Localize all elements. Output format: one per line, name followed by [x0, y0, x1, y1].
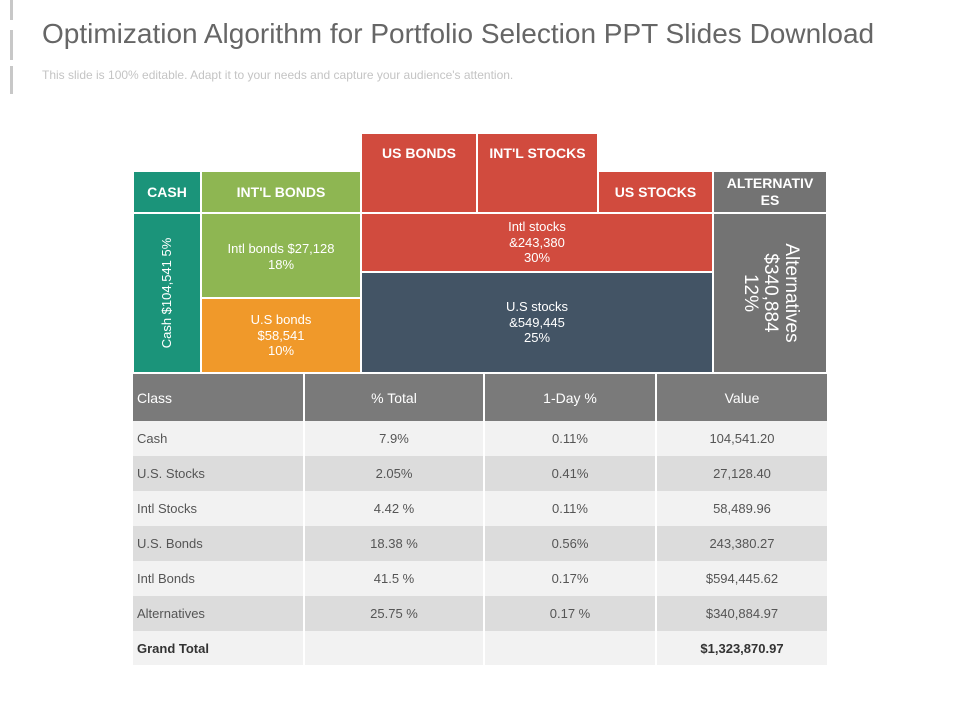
cell-value: 27,128.40: [656, 456, 827, 491]
header-alternatives-label: ALTERNATIV: [726, 175, 814, 192]
cell-percent-total: 2.05%: [304, 456, 485, 491]
cell-percent-total: 4.42 %: [304, 491, 485, 526]
cell-one-day-percent: 0.17 %: [484, 596, 657, 631]
slide-subtitle: This slide is 100% editable. Adapt it to…: [42, 68, 514, 82]
block-us-bonds-percent: 10%: [267, 343, 295, 359]
block-intl-stocks-label: Intl stocks: [508, 219, 566, 235]
accent-bar: [10, 66, 13, 94]
cell-class: U.S. Stocks: [133, 456, 305, 491]
table-row: U.S. Bonds 18.38 % 0.56% 243,380.27: [133, 526, 827, 561]
block-us-bonds-value: $58,541: [257, 327, 305, 343]
column-header-value: Value: [656, 374, 827, 421]
accent-bar: [10, 0, 13, 20]
cell-value: 104,541.20: [656, 421, 827, 456]
cell-one-day-percent: 0.11%: [484, 491, 657, 526]
block-alternatives-text: Alternatives $340,884 12%: [739, 243, 802, 343]
block-alternatives: Alternatives $340,884 12%: [713, 213, 827, 373]
table-row: Cash 7.9% 0.11% 104,541.20: [133, 421, 827, 456]
table-row: Alternatives 25.75 % 0.17 % $340,884.97: [133, 596, 827, 631]
header-alternatives-label: ES: [760, 192, 780, 208]
block-us-stocks-label: U.S stocks: [505, 299, 569, 315]
cell-value: $594,445.62: [656, 561, 827, 596]
total-empty-cell: [304, 631, 485, 665]
header-intl-bonds-label: INT'L BONDS: [236, 183, 326, 200]
block-cash: Cash $104,541 5%: [133, 213, 201, 373]
header-cash-label: CASH: [147, 183, 187, 200]
cell-percent-total: 7.9%: [304, 421, 485, 456]
table-row: Intl Stocks 4.42 % 0.11% 58,489.96: [133, 491, 827, 526]
cell-percent-total: 25.75 %: [304, 596, 485, 631]
cell-class: Intl Stocks: [133, 491, 305, 526]
cell-class: Alternatives: [133, 596, 305, 631]
block-us-stocks-percent: 25%: [523, 330, 551, 346]
header-intl-stocks-label: INT'L STOCKS: [489, 144, 586, 161]
cell-value: 243,380.27: [656, 526, 827, 561]
total-value: $1,323,870.97: [656, 631, 827, 665]
header-intl-stocks: INT'L STOCKS: [477, 133, 598, 213]
block-alternatives-percent: 12%: [739, 273, 761, 313]
cell-value: $340,884.97: [656, 596, 827, 631]
block-intl-bonds-label: Intl bonds $27,128: [227, 241, 335, 256]
table-row: Intl Bonds 41.5 % 0.17% $594,445.62: [133, 561, 827, 596]
block-us-bonds: U.S bonds $58,541 10%: [201, 298, 361, 373]
accent-bar: [10, 30, 13, 60]
column-header-class: Class: [133, 374, 305, 421]
header-us-stocks: US STOCKS: [598, 171, 713, 213]
total-empty-cell: [484, 631, 657, 665]
block-alternatives-label: Alternatives: [780, 243, 802, 343]
header-cash: CASH: [133, 171, 201, 213]
cell-one-day-percent: 0.17%: [484, 561, 657, 596]
header-alternatives: ALTERNATIV ES: [713, 171, 827, 213]
cell-class: Intl Bonds: [133, 561, 305, 596]
cell-one-day-percent: 0.56%: [484, 526, 657, 561]
table-header-row: Class % Total 1-Day % Value: [133, 374, 827, 421]
cell-class: U.S. Bonds: [133, 526, 305, 561]
block-cash-label: Cash $104,541 5%: [159, 237, 175, 349]
block-intl-bonds: Intl bonds $27,128 18%: [201, 213, 361, 298]
cell-one-day-percent: 0.11%: [484, 421, 657, 456]
column-header-percent-total: % Total: [304, 374, 485, 421]
table-row: U.S. Stocks 2.05% 0.41% 27,128.40: [133, 456, 827, 491]
portfolio-table: Class % Total 1-Day % Value Cash 7.9% 0.…: [133, 374, 827, 665]
cell-percent-total: 18.38 %: [304, 526, 485, 561]
block-intl-stocks-value: &243,380: [509, 234, 565, 250]
cell-class: Cash: [133, 421, 305, 456]
block-us-stocks-value: &549,445: [509, 314, 565, 330]
block-us-bonds-label: U.S bonds: [250, 312, 312, 328]
cell-percent-total: 41.5 %: [304, 561, 485, 596]
cell-one-day-percent: 0.41%: [484, 456, 657, 491]
column-header-one-day-percent: 1-Day %: [484, 374, 657, 421]
cell-value: 58,489.96: [656, 491, 827, 526]
header-us-bonds: US BONDS: [361, 133, 477, 213]
block-intl-bonds-percent: 18%: [267, 256, 295, 272]
header-us-stocks-label: US STOCKS: [614, 183, 697, 200]
slide-title: Optimization Algorithm for Portfolio Sel…: [42, 18, 875, 49]
table-total-row: Grand Total $1,323,870.97: [133, 631, 827, 665]
total-label: Grand Total: [133, 631, 305, 665]
block-us-stocks: U.S stocks &549,445 25%: [361, 272, 713, 373]
block-intl-stocks-percent: 30%: [523, 250, 551, 266]
header-intl-bonds: INT'L BONDS: [201, 171, 361, 213]
block-intl-stocks: Intl stocks &243,380 30%: [361, 213, 713, 272]
block-alternatives-value: $340,884: [760, 253, 782, 333]
header-us-bonds-label: US BONDS: [382, 144, 456, 161]
